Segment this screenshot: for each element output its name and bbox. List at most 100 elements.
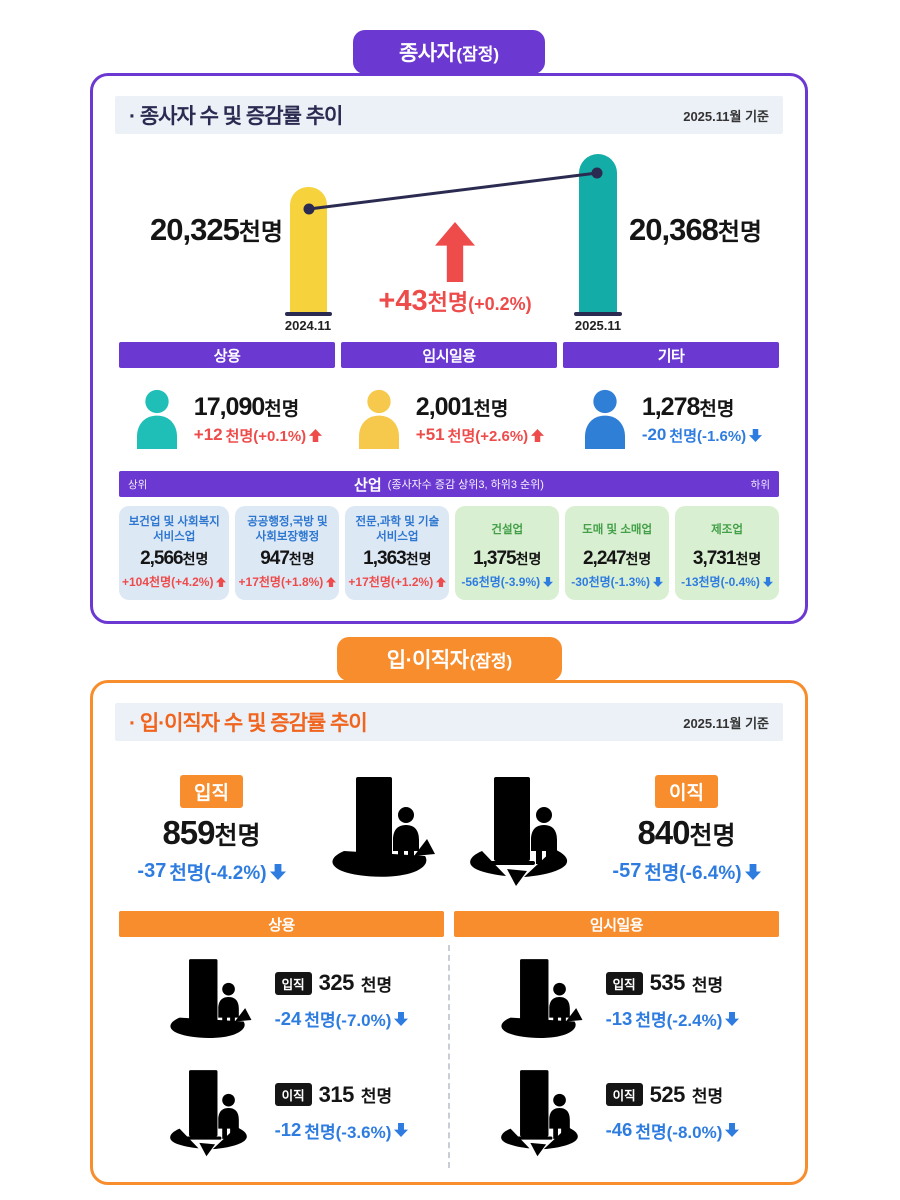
stat-value: 17,090 [193, 392, 265, 421]
separations-change-rest: 천명(-6.4%) [644, 863, 742, 884]
separations-badge: 이직 [655, 775, 718, 808]
band-regular: 상용 [119, 911, 444, 937]
industry-card-gain-2: 공공행정,국방 및 사회보장행정 947 천명 +17천명(+1.8%) [235, 506, 340, 600]
regular-column: 입직 325 천명 -24 천명(-7.0%) 이직 315 천명 -12 천명(-3.6%… [119, 945, 450, 1168]
down-arrow-icon [763, 577, 773, 587]
person-icon [354, 389, 404, 449]
status-bands: 상용 임시일용 기타 [119, 342, 779, 368]
hires-block: 입직 859 천명 -37 천명(-4.2%) [119, 775, 304, 885]
row-badge: 이직 [605, 1083, 643, 1107]
separations-unit: 천명 [689, 822, 736, 850]
industry-band-note: (종사자수 증감 상위3, 하위3 순위) [387, 479, 544, 491]
stat-change-rest: 천명(+2.6%) [447, 427, 529, 445]
band-regular: 상용 [119, 342, 335, 368]
turnover-flows: 입직 859 천명 -37 천명(-4.2%) 이직 840 천명 -57 천명(-6.… [119, 755, 779, 905]
turnover-header: · 입·이직자 수 및 증감률 추이 2025.11월 기준 [115, 703, 783, 741]
industry-value: 1,375 [473, 548, 517, 569]
building-hire-in-icon [490, 955, 588, 1047]
row-value: 525 [649, 1081, 686, 1107]
row-change-rest: 천명(-8.0%) [635, 1122, 723, 1142]
status-stats: 17,090 천명 +12 천명(+0.1%) 2,001 천명 +51 천명(+2.6… [119, 376, 779, 462]
industry-unit: 천명 [288, 551, 315, 567]
industry-name: 도매 및 소매업 [582, 523, 653, 536]
industry-right-tag: 하위 [750, 478, 770, 491]
bar-2025-11 [579, 154, 617, 312]
temporary-column: 입직 535 천명 -13 천명(-2.4%) 이직 525 천명 -46 천명(-8.0%… [450, 945, 779, 1168]
stat-temporary: 2,001 천명 +51 천명(+2.6%) [341, 376, 557, 462]
row-value: 325 [318, 970, 355, 996]
stat-value: 1,278 [641, 392, 701, 421]
building-hire-in-icon [159, 955, 257, 1047]
row-unit: 천명 [360, 1087, 393, 1107]
tab-subtitle: (잠정) [456, 44, 500, 64]
industry-change: -30천명(-1.3%) [571, 575, 651, 589]
row-value: 315 [318, 1081, 355, 1107]
hires-value: 859 [162, 814, 215, 851]
band-temporary: 임시일용 [454, 911, 779, 937]
industry-value: 1,363 [363, 548, 407, 569]
industry-cards: 보건업 및 사회복지 서비스업 2,566 천명 +104천명(+4.2%) 공공… [119, 506, 779, 600]
turnover-date-note: 2025.11월 기준 [683, 715, 769, 731]
industry-name: 건설업 [491, 523, 524, 536]
row-change: -12 [274, 1119, 302, 1141]
industry-card-gain-3: 전문,과학 및 기술 서비스업 1,363 천명 +17천명(+1.2%) [345, 506, 450, 600]
industry-unit: 천명 [735, 551, 762, 567]
down-arrow-icon [749, 429, 762, 442]
down-arrow-icon [543, 577, 553, 587]
industry-left-tag: 상위 [128, 478, 148, 491]
increase-block-arrow-icon [434, 222, 476, 282]
employees-panel: · 종사자 수 및 증감률 추이 2025.11월 기준 2024.11 202… [90, 73, 808, 624]
regular-separation-row: 이직 315 천명 -12 천명(-3.6%) [159, 1066, 409, 1158]
trend-connector-line [303, 167, 603, 215]
person-icon [580, 389, 630, 449]
row-unit: 천명 [691, 975, 724, 995]
down-arrow-icon [725, 1123, 739, 1137]
total-change: +43천명(+0.2%) [335, 285, 575, 318]
up-arrow-icon [309, 429, 322, 442]
building-hire-in-icon [318, 773, 442, 887]
row-badge: 입직 [605, 971, 643, 995]
turnover-bands: 상용 임시일용 [119, 911, 779, 937]
bar-baseline-right [574, 312, 622, 316]
tab-subtitle: (잠정) [469, 651, 513, 671]
industry-unit: 천명 [405, 551, 432, 567]
employees-title: · 종사자 수 및 증감률 추이 [129, 105, 343, 128]
row-change-rest: 천명(-3.6%) [304, 1122, 392, 1142]
row-change: -13 [605, 1007, 633, 1029]
industry-unit: 천명 [625, 551, 652, 567]
building-separation-out-icon [159, 1066, 257, 1158]
hires-unit: 천명 [214, 822, 261, 850]
industry-unit: 천명 [182, 551, 209, 567]
industry-value: 3,731 [692, 548, 737, 569]
axis-label-curr: 2025.11 [574, 318, 622, 333]
stat-change: +12 [193, 425, 223, 444]
prev-total: 20,325 천명 [111, 212, 283, 248]
stat-regular: 17,090 천명 +12 천명(+0.1%) [119, 376, 335, 462]
separations-change: -57 [612, 860, 642, 882]
employees-header: · 종사자 수 및 증감률 추이 2025.11월 기준 [115, 96, 783, 134]
building-separation-out-icon [490, 1066, 588, 1158]
down-arrow-icon [394, 1123, 408, 1137]
stat-change-rest: 천명(+0.1%) [225, 427, 307, 445]
industry-name: 제조업 [711, 523, 743, 536]
curr-total: 20,368 천명 [629, 212, 762, 248]
employees-section-tab: 종사자 (잠정) [353, 30, 545, 74]
separations-value: 840 [637, 814, 690, 851]
row-change-rest: 천명(-7.0%) [304, 1011, 392, 1031]
turnover-title: · 입·이직자 수 및 증감률 추이 [129, 712, 368, 735]
row-unit: 천명 [691, 1087, 724, 1107]
total-change-number: +43 [378, 285, 428, 317]
down-arrow-icon [394, 1012, 408, 1026]
industry-change: +17천명(+1.8%) [238, 575, 324, 589]
row-badge: 이직 [274, 1083, 312, 1107]
band-other: 기타 [563, 342, 779, 368]
prev-total-number: 20,325 [150, 212, 240, 247]
stat-other: 1,278 천명 -20 천명(-1.6%) [563, 376, 779, 462]
band-temporary: 임시일용 [341, 342, 557, 368]
industry-value: 2,566 [140, 548, 184, 569]
industry-value: 2,247 [582, 548, 627, 569]
hires-change: -37 [137, 860, 167, 882]
industry-name: 공공행정,국방 및 사회보장행정 [247, 516, 328, 543]
temporary-hire-row: 입직 535 천명 -13 천명(-2.4%) [490, 955, 740, 1047]
